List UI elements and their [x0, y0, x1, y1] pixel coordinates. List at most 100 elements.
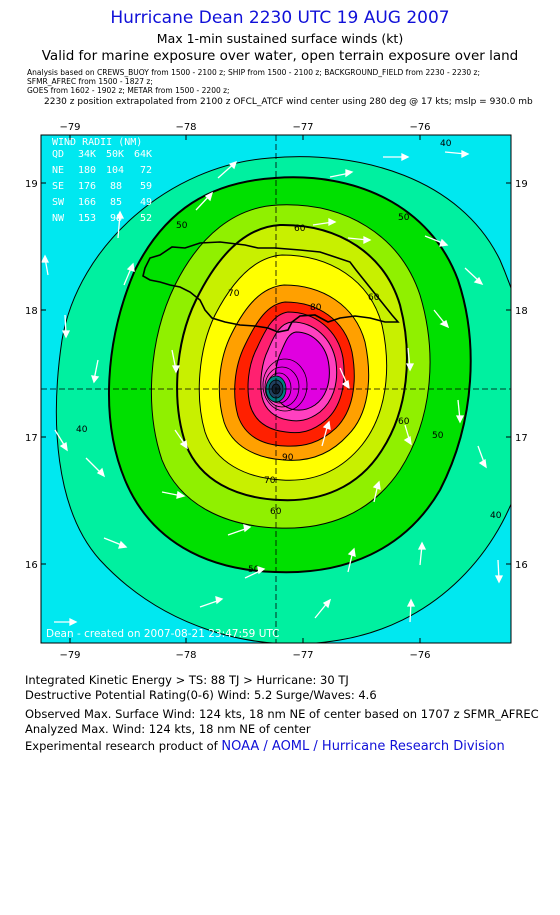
wind-field-plot: 40 50 50 50 60 60 60 60 70 70 80 90 50 4… [41, 135, 511, 643]
wind-arrow [312, 217, 337, 227]
analysis-sources-2: SFMR_AFREC from 1500 - 1827 z; [27, 77, 153, 86]
contour-label: 60 [294, 224, 306, 234]
jamaica-coastline [142, 241, 400, 333]
radii-cell: 88 [110, 181, 122, 192]
axis-ticks [41, 135, 511, 643]
wind-arrow [217, 160, 238, 179]
lon-tick-bottom: −78 [175, 650, 196, 661]
lon-tick-top: −79 [59, 122, 80, 133]
center-crosshair [41, 135, 511, 643]
wind-arrow [54, 429, 68, 452]
observed-max-wind-line: Observed Max. Surface Wind: 124 kts, 18 … [25, 707, 539, 721]
radii-cell: 180 [78, 165, 96, 176]
wind-arrow [61, 314, 71, 339]
wind-arrow [171, 349, 181, 374]
wind-arrow [91, 359, 100, 384]
radii-cell: 85 [110, 197, 122, 208]
analyzed-max-wind-line: Analyzed Max. Wind: 124 kts, 18 nm NE of… [25, 722, 311, 736]
contour-label: 90 [282, 453, 294, 463]
wind-vectors [41, 149, 504, 627]
ike-line: Integrated Kinetic Energy > TS: 88 TJ > … [25, 673, 349, 687]
lon-tick-top: −76 [409, 122, 430, 133]
hrd-link[interactable]: NOAA / AOML / Hurricane Research Divisio… [221, 739, 505, 754]
analysis-sources-3: GOES from 1602 - 1902 z; METAR from 1500… [27, 86, 230, 95]
contour-label: 60 [398, 417, 410, 427]
contour-label: 40 [76, 425, 88, 435]
radii-header-34k: 34K [78, 149, 96, 160]
wind-arrow [406, 598, 416, 623]
contour-label: 60 [368, 293, 380, 303]
contour-label: 50 [176, 221, 188, 231]
wind-arrow [227, 524, 252, 536]
map-subtitle: Max 1-min sustained surface winds (kt) [156, 31, 404, 46]
lat-tick-left: 18 [25, 306, 38, 317]
radii-cell: 52 [140, 213, 152, 224]
radii-cell: 98 [110, 213, 122, 224]
lat-tick-right: 17 [515, 433, 528, 444]
wind-field-map: 40 50 50 50 60 60 60 60 70 70 80 90 50 4… [25, 122, 528, 661]
radii-cell: 49 [140, 197, 152, 208]
wind-radii-table: WIND RADII (NM) QD 34K 50K 64K NE 180 10… [52, 137, 152, 224]
wind-arrow [195, 191, 214, 211]
wind-arrow [477, 445, 487, 469]
destructive-potential-line: Destructive Potential Rating(0-6) Wind: … [25, 688, 377, 702]
research-credit: Experimental research product of NOAA / … [25, 739, 505, 754]
wind-arrow [383, 152, 410, 162]
radii-cell: NW [52, 213, 65, 224]
wind-arrow [347, 547, 356, 573]
lon-tick-bottom: −79 [59, 650, 80, 661]
lon-tick-bottom: −76 [409, 650, 430, 661]
wind-arrow [494, 559, 504, 584]
contour-label: 80 [310, 303, 322, 313]
wind-arrow [455, 399, 465, 424]
wind-arrow [199, 596, 224, 608]
contour-labels: 40 50 50 50 60 60 60 60 70 70 80 90 50 4… [76, 139, 502, 575]
wind-arrow [54, 617, 78, 627]
radii-cell: 166 [78, 197, 96, 208]
radii-header-quadrant: QD [52, 149, 64, 160]
latitude-labels: 19 18 17 16 19 18 17 16 [25, 179, 528, 571]
radii-cell: SE [52, 181, 64, 192]
lat-tick-left: 19 [25, 179, 38, 190]
lon-tick-top: −78 [175, 122, 196, 133]
wind-arrow [405, 347, 415, 372]
lat-tick-right: 19 [515, 179, 528, 190]
wind-arrow [85, 457, 106, 478]
radii-cell: 176 [78, 181, 96, 192]
radii-header-64k: 64K [134, 149, 152, 160]
wind-arrow [174, 429, 188, 450]
wind-arrow [115, 210, 125, 239]
wind-arrow [329, 169, 354, 178]
wind-radii-title: WIND RADII (NM) [52, 137, 142, 148]
created-footer: Dean - created on 2007-08-21 23:47:59 UT… [46, 628, 280, 640]
analysis-sources-1: Analysis based on CREWS_BUOY from 1500 -… [27, 68, 480, 77]
map-title: Hurricane Dean 2230 UTC 19 AUG 2007 [110, 8, 450, 28]
radii-header-50k: 50K [106, 149, 124, 160]
wind-arrow [339, 367, 350, 390]
wind-arrow [314, 598, 332, 619]
radii-cell: 72 [140, 165, 152, 176]
wind-arrow [321, 420, 331, 447]
wind-arrow [444, 149, 470, 159]
wind-arrow [424, 235, 449, 247]
research-credit-prefix: Experimental research product of [25, 739, 218, 753]
wind-arrow [433, 309, 450, 329]
contour-label: 70 [264, 476, 276, 486]
contour-label: 40 [440, 139, 452, 149]
contour-label: 40 [490, 511, 502, 521]
contour-label: 50 [398, 213, 410, 223]
wind-arrow [464, 267, 484, 286]
contour-label: 70 [228, 289, 240, 299]
lat-tick-right: 18 [515, 306, 528, 317]
wind-arrow [123, 262, 135, 286]
lon-tick-bottom: −77 [292, 650, 313, 661]
lat-tick-left: 16 [25, 560, 38, 571]
radii-cell: 104 [106, 165, 124, 176]
wind-arrow [403, 424, 412, 446]
validity-note: Valid for marine exposure over water, op… [41, 48, 519, 64]
wind-arrow [417, 541, 427, 566]
wind-arrow [161, 490, 186, 499]
wind-arrow [41, 254, 50, 276]
contour-fill-120 [274, 331, 330, 411]
contour-label: 50 [432, 431, 444, 441]
